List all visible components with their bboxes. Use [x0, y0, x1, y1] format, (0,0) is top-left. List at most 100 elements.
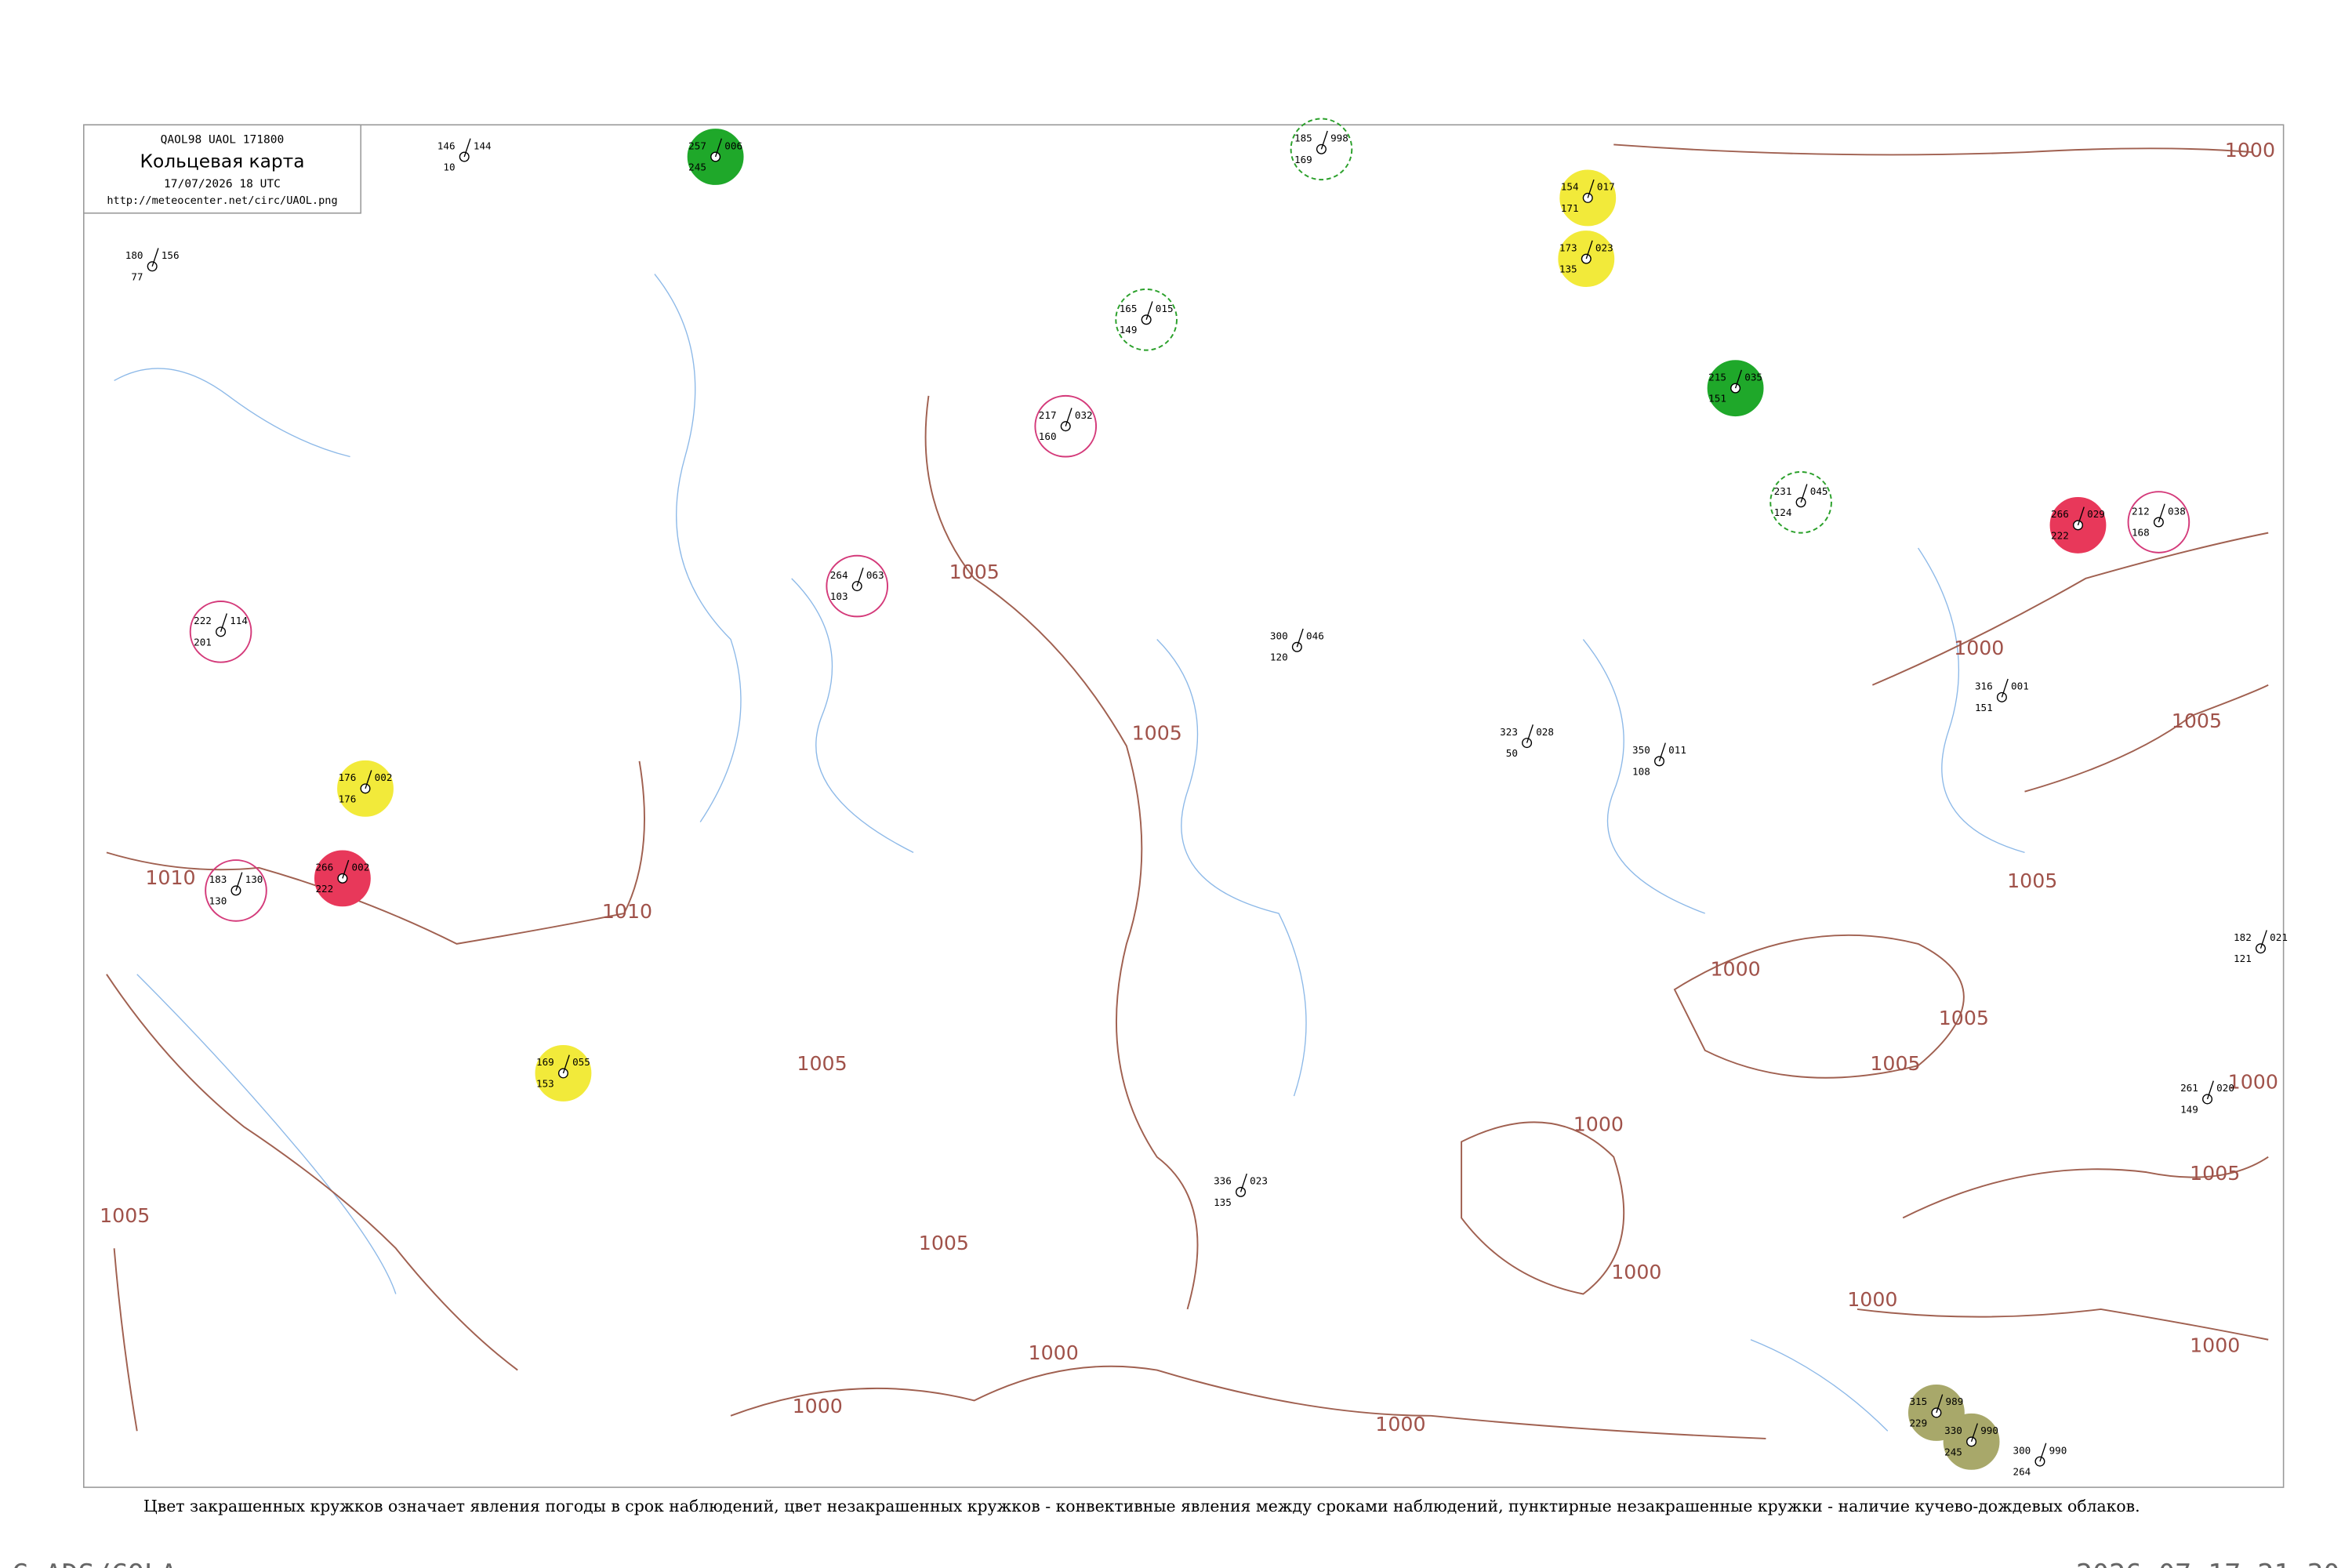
- station-pressure: 001: [2011, 681, 2029, 692]
- station-dew: 151: [1975, 702, 1993, 713]
- station-dew: 103: [830, 590, 848, 602]
- footer-right: 2026-07-17-21:30: [2076, 1559, 2340, 1568]
- isobar-label: 1010: [602, 900, 652, 923]
- isobar-label: 1005: [797, 1052, 847, 1075]
- station-temp: 169: [536, 1056, 554, 1068]
- station-temp: 330: [1944, 1425, 1962, 1436]
- station-dew: 121: [2234, 953, 2252, 964]
- station: [337, 873, 348, 884]
- station-temp: 261: [2180, 1082, 2198, 1094]
- station-dew: 169: [1294, 154, 1312, 165]
- station-dew: 201: [194, 636, 212, 648]
- station-dew: 77: [131, 270, 143, 282]
- isobar-label: 1000: [2190, 1334, 2240, 1356]
- station-temp: 212: [2132, 505, 2150, 517]
- station-dew: 153: [536, 1077, 554, 1089]
- wind-barb: [235, 872, 243, 891]
- station-pressure: 038: [2168, 505, 2186, 517]
- station-temp: 315: [1909, 1396, 1927, 1407]
- station-pressure: 015: [1156, 303, 1174, 314]
- header-date: 17/07/2026 18 UTC: [164, 177, 281, 191]
- station-temp: 300: [2013, 1444, 2031, 1456]
- wind-barb: [1800, 484, 1808, 503]
- station-temp: 316: [1975, 681, 1993, 692]
- station-dew: 222: [315, 883, 333, 895]
- wind-barb: [365, 770, 372, 789]
- station-dew: 108: [1632, 765, 1650, 777]
- station-pressure: 020: [2216, 1082, 2234, 1094]
- station-pressure: 989: [1946, 1396, 1964, 1407]
- station-pressure: 002: [352, 862, 370, 873]
- header-url: http://meteocenter.net/circ/UAOL.png: [107, 194, 337, 207]
- station-pressure: 006: [724, 140, 742, 151]
- station: [2072, 520, 2083, 531]
- station-temp: 323: [1500, 726, 1518, 738]
- station-dew: 10: [443, 161, 455, 172]
- isobars: [106, 143, 2269, 1439]
- isobar-label: 1000: [1954, 637, 2004, 659]
- station-pressure: 144: [474, 140, 492, 151]
- isobar-label: 1005: [949, 561, 1000, 583]
- station-temp: 146: [437, 140, 456, 151]
- station-dew: 229: [1909, 1417, 1927, 1428]
- station-temp: 217: [1039, 409, 1057, 421]
- wind-barb: [2206, 1080, 2214, 1100]
- station-pressure: 029: [2087, 508, 2105, 520]
- station-pressure: 002: [375, 771, 393, 783]
- caption: Цвет закрашенных кружков означает явлени…: [143, 1497, 2140, 1515]
- station-pressure: 017: [1597, 181, 1615, 193]
- station-pressure: 063: [866, 569, 884, 581]
- isobar-label: 1005: [2190, 1162, 2240, 1185]
- station-dew: 168: [2132, 526, 2150, 538]
- station-temp: 182: [2234, 931, 2252, 943]
- station-dew: 171: [1561, 202, 1579, 214]
- isobar-label: 1005: [2007, 869, 2057, 892]
- station: [1522, 738, 1533, 749]
- station-dew: 124: [1774, 506, 1792, 518]
- station-pressure: 021: [2270, 931, 2288, 943]
- station-dew: 245: [688, 161, 706, 172]
- wind-barb: [1320, 130, 1328, 150]
- station: [1236, 1186, 1247, 1197]
- station: [1581, 253, 1592, 264]
- station-temp: 185: [1294, 132, 1312, 144]
- station: [1795, 497, 1806, 508]
- isobar-label: 1000: [793, 1395, 843, 1417]
- wind-barb: [2039, 1443, 2047, 1462]
- wind-barb: [2259, 930, 2267, 949]
- station-dew: 151: [1708, 393, 1726, 405]
- station-dew: 120: [1270, 652, 1288, 663]
- station-dew: 135: [1559, 263, 1577, 275]
- isobar-label: 1000: [1029, 1341, 1079, 1364]
- wind-barb: [1585, 240, 1593, 260]
- station-pressure: 011: [1668, 744, 1686, 756]
- station-temp: 154: [1561, 181, 1579, 193]
- station-dew: 245: [1944, 1446, 1962, 1457]
- wind-barb: [856, 568, 864, 586]
- station-pressure: 035: [1744, 371, 1762, 383]
- station-temp: 231: [1774, 485, 1792, 497]
- wind-barb: [1587, 179, 1595, 198]
- station-pressure: 156: [162, 249, 180, 261]
- station-temp: 183: [209, 873, 227, 885]
- isobar-label: 1000: [1847, 1288, 1897, 1311]
- cb-circle: [1115, 288, 1178, 351]
- wind-barb: [220, 613, 227, 633]
- isobar-label: 1005: [1132, 722, 1182, 745]
- isobar-label: 1005: [919, 1232, 969, 1254]
- station-temp: 165: [1120, 303, 1138, 314]
- wind-barb: [1970, 1423, 1978, 1443]
- station-pressure: 114: [230, 615, 248, 626]
- wind-barb: [562, 1054, 570, 1074]
- header-code: QAOL98 UAOL 171800: [161, 133, 285, 147]
- convective-circle: [826, 554, 889, 618]
- station-pressure: 998: [1330, 132, 1348, 144]
- station-pressure: 055: [572, 1056, 590, 1068]
- wind-barb: [1240, 1173, 1247, 1192]
- wind-barb: [463, 138, 471, 158]
- station-dew: 50: [1506, 747, 1518, 759]
- convective-circle: [1034, 394, 1098, 458]
- station-pressure: 023: [1595, 241, 1613, 253]
- wind-barb: [714, 138, 723, 158]
